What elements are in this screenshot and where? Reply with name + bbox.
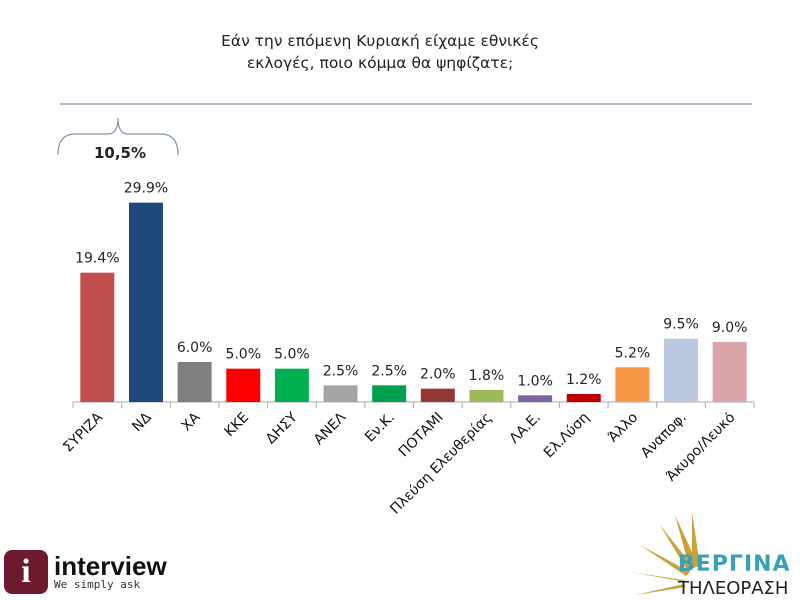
category-label: Άλλο [605,410,641,446]
bar-6 [372,385,407,402]
category-label: ΚΚΕ [222,410,253,441]
data-label: 2.5% [323,363,359,379]
bar-0 [80,272,115,402]
data-label: 6.0% [177,340,213,356]
category-label: ΣΥΡΙΖΑ [60,409,106,455]
bar-4 [274,368,309,402]
bar-11 [615,367,650,402]
data-label: 5.0% [225,347,261,363]
bar-8 [469,390,504,402]
category-label: ΧΑ [179,409,204,434]
brace-annotation [57,117,179,156]
category-label: ΔΗΣΥ [263,409,301,447]
title-line-1: Εάν την επόμενη Κυριακή είχαμε εθνικές [221,32,539,50]
bar-2 [177,362,212,402]
interview-logo: i interview We simply ask [4,550,167,594]
vergina-name: ΒΕΡΓΙΝΑ [678,552,791,577]
logo-name: interview [54,550,167,581]
data-label: 2.0% [420,367,456,383]
bar-7 [420,388,455,402]
data-label: 1.0% [517,373,553,389]
sun-rays-icon [630,512,700,595]
title-line-2: εκλογές, ποιο κόμμα θα ψηφίζατε; [246,54,514,72]
bar-3 [226,368,261,402]
data-label: 5.2% [615,345,651,361]
category-label: ΝΔ [129,409,155,435]
bar-10 [566,394,601,402]
vergina-sub: ΤΗΛΕΟΡΑΣΗ [678,578,789,599]
bar-5 [323,385,358,402]
bar-1 [128,202,163,402]
bar-9 [518,395,553,402]
info-icon: i [4,550,48,594]
logo-tagline: We simply ask [54,577,141,591]
data-label: 9.5% [663,317,699,333]
category-label: ΠΟΤΑΜΙ [396,410,447,461]
chart-title: Εάν την επόμενη Κυριακή είχαμε εθνικές ε… [180,30,580,74]
data-label: 9.0% [712,320,748,336]
data-label: 29.9% [124,181,168,197]
annotation-label: 10,5% [94,144,146,162]
data-label: 19.4% [75,251,119,267]
bar-12 [664,338,699,402]
category-label: Ελ.Λύση [541,410,593,462]
data-label: 2.5% [371,363,407,379]
category-label: ΛΑ.Ε. [507,410,544,447]
category-label: Εν.Κ. [362,410,398,446]
vergina-logo: ΒΕΡΓΙΝΑ ΤΗΛΕΟΡΑΣΗ [620,510,800,600]
data-label: 1.8% [469,368,505,384]
category-label: ΑΝΕΛ [311,409,350,448]
data-label: 5.0% [274,347,310,363]
data-label: 1.2% [566,372,602,388]
bar-13 [712,342,747,402]
